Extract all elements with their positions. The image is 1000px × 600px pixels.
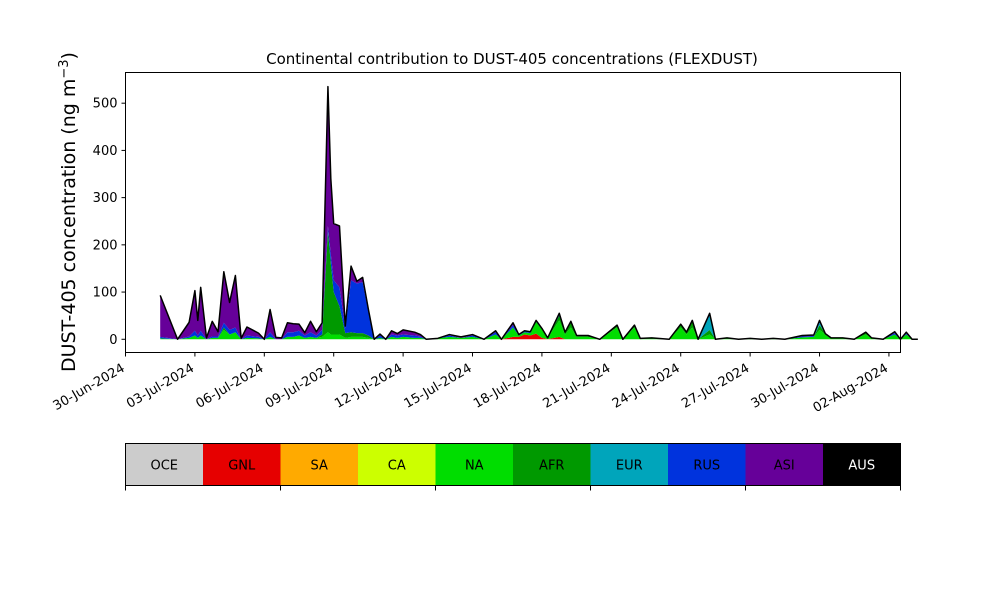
legend-label-rus: RUS [693,459,720,474]
area-rus [160,225,918,340]
y-axis: 0 100 200 300 400 500 [93,97,126,348]
legend-colorbar: OCE GNL SA CA NA AFR EUR RUS ASI AUS [125,443,901,491]
y-axis-label-superscript: −3 [57,59,72,78]
y-axis-label-close: ) [58,52,80,59]
y-axis-label-main: DUST-405 concentration (ng m [58,79,80,372]
legend-swatch-ca [358,443,436,486]
legend-frame [125,443,901,486]
y-tick-label: 300 [93,191,118,206]
legend-label-gnl: GNL [228,459,256,474]
chart-title: Continental contribution to DUST-405 con… [266,50,758,68]
legend-label-eur: EUR [616,459,643,474]
legend-label-oce: OCE [150,459,178,474]
legend-swatch-aus [823,443,901,486]
legend-label-afr: AFR [539,459,564,474]
area-asi [160,86,918,340]
y-tick-label: 500 [93,97,118,112]
y-tick-label: 200 [93,238,118,253]
legend-swatch-gnl [203,443,281,486]
total-line [159,85,918,341]
legend-swatch-asi [745,443,824,486]
legend-label-na: NA [465,459,484,474]
legend-label-ca: CA [388,459,406,474]
legend-label-sa: SA [311,459,328,474]
legend-swatch-oce [125,443,204,486]
legend-swatch-afr [513,443,591,486]
area-gnl [160,333,918,340]
legend-label-aus: AUS [848,459,875,474]
plot-area [159,85,918,341]
legend-label-asi: ASI [774,459,795,474]
y-axis-label: DUST-405 concentration (ng m−3) [57,52,80,372]
legend-swatch-na [435,443,514,486]
legend-swatch-eur [590,443,669,486]
area-na [160,320,918,340]
legend-swatch-sa [280,443,359,486]
y-tick-label: 400 [93,144,118,159]
y-tick-label: 0 [109,333,117,348]
legend-swatch-rus [668,443,746,486]
plot-frame [125,72,901,353]
y-tick-label: 100 [93,286,118,301]
